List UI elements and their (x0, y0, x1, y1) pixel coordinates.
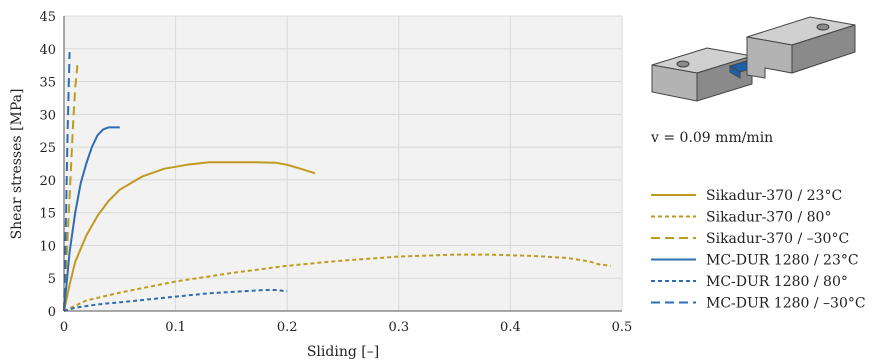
specimen-drawing (651, 16, 856, 102)
y-tick-label: 45 (39, 10, 56, 25)
y-tick-label: 5 (48, 272, 56, 287)
legend-label: MC-DUR 1280 / –30°C (706, 296, 866, 312)
y-tick-label: 20 (39, 174, 56, 189)
series-line-1 (63, 161, 316, 312)
y-tick-label: 0 (48, 305, 56, 320)
legend: Sikadur-370 / 23°C Sikadur-370 / 80° Sikad… (651, 188, 866, 312)
y-tick-label: 25 (39, 141, 56, 156)
x-tick-label: 0.5 (612, 320, 633, 335)
series-line-4 (63, 126, 120, 312)
y-tick-label: 40 (39, 43, 56, 58)
tick-labels: 0 5 10 15 20 25 30 35 40 45 0 0.1 0.2 0.3 0.4 0.5 (39, 10, 632, 335)
legend-label: Sikadur-370 / –30°C (706, 231, 849, 247)
x-tick-label: 0.1 (165, 320, 186, 335)
series-line-3 (63, 65, 79, 312)
x-axis-label: Sliding [–] (307, 344, 379, 360)
legend-label: MC-DUR 1280 / 23°C (706, 253, 859, 269)
x-tick-label: 0 (60, 320, 68, 335)
x-tick-label: 0.3 (388, 320, 409, 335)
plot-area (64, 16, 622, 311)
velocity-note: v = 0.09 mm/min (650, 130, 773, 146)
legend-label: Sikadur-370 / 23°C (706, 188, 842, 204)
series-line-6 (63, 52, 71, 312)
right-block-side (791, 24, 856, 74)
legend-label: MC-DUR 1280 / 80° (706, 274, 848, 290)
legend-label: Sikadur-370 / 80° (706, 210, 831, 226)
grid (64, 15, 623, 311)
y-axis-label: Shear stresses [MPa] (9, 89, 25, 240)
y-tick-label: 15 (39, 207, 56, 222)
plot-background (64, 16, 622, 311)
series-line-5 (63, 289, 288, 312)
y-tick-label: 30 (39, 108, 56, 123)
x-tick-label: 0.4 (500, 320, 521, 335)
y-tick-label: 10 (39, 239, 56, 254)
series-layer (63, 52, 611, 312)
left-block-hole (676, 60, 690, 68)
x-tick-label: 0.2 (277, 320, 298, 335)
adhesive-layer-front (729, 65, 741, 79)
axes (63, 16, 622, 312)
y-tick-label: 35 (39, 76, 56, 91)
series-line-2 (63, 253, 611, 312)
right-block-hole (816, 23, 830, 31)
